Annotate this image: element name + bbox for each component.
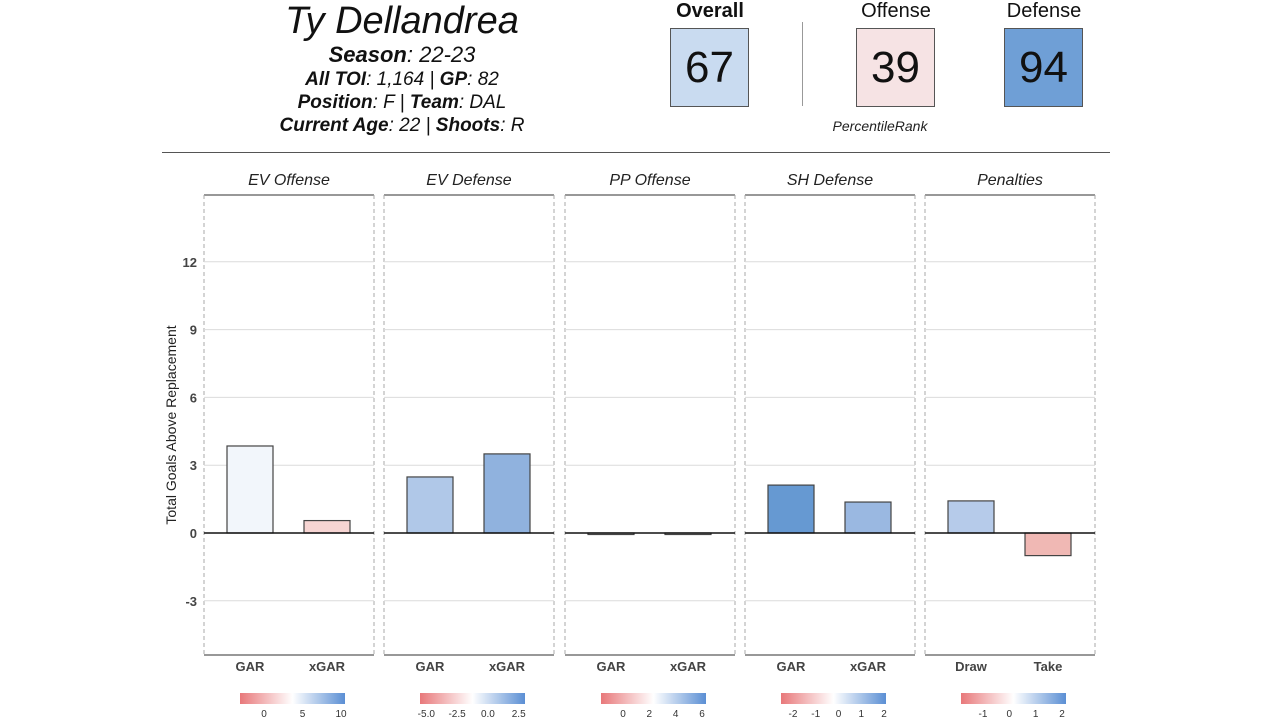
x-tick-label: xGAR	[850, 659, 887, 674]
panel-title: Penalties	[977, 172, 1043, 189]
x-tick-label: xGAR	[489, 659, 526, 674]
color-legend-bar	[961, 693, 1066, 704]
x-tick-label: xGAR	[309, 659, 346, 674]
x-tick-label: Take	[1034, 659, 1063, 674]
gp-label: GP	[439, 69, 468, 90]
position-line: Position: F | Team: DAL	[297, 92, 507, 113]
color-legend-bar	[420, 693, 525, 704]
toi-line: All TOI: 1,164 | GP: 82	[305, 69, 499, 90]
bar-xgar	[483, 453, 531, 534]
toi-label: All TOI	[305, 69, 367, 90]
bar-gar	[767, 484, 815, 534]
team-label: Team	[409, 92, 459, 113]
legend-tick-label: -2	[789, 709, 798, 720]
overall-score-box: 67	[670, 28, 749, 107]
position-label: Position	[297, 92, 373, 113]
shoots-label: Shoots	[435, 115, 501, 136]
x-tick-label: GAR	[777, 659, 807, 674]
position-value: F	[383, 92, 395, 113]
legend-tick-label: -5.0	[418, 709, 436, 720]
color-legend-bar	[240, 693, 345, 704]
overall-label: Overall	[676, 0, 744, 22]
legend-tick-label: 6	[699, 709, 705, 720]
bar-take	[1024, 532, 1072, 557]
player-name: Ty Dellandrea	[285, 0, 519, 42]
legend-tick-label: 0	[836, 709, 842, 720]
header-separator	[162, 152, 1110, 153]
y-tick-label: 12	[183, 255, 197, 270]
x-tick-label: GAR	[597, 659, 627, 674]
bar-xgar	[303, 519, 351, 534]
legend-tick-label: 2	[647, 709, 653, 720]
bar-draw	[947, 500, 995, 534]
x-tick-label: xGAR	[670, 659, 707, 674]
y-tick-label: 6	[190, 390, 197, 405]
legend-tick-label: 4	[673, 709, 679, 720]
season-line: Season: 22-23	[328, 42, 476, 67]
bar-gar	[406, 476, 454, 534]
y-tick-label: 9	[190, 323, 197, 338]
defense-label: Defense	[1006, 0, 1082, 22]
score-divider	[802, 22, 803, 106]
offense-label: Offense	[861, 0, 931, 22]
gp-value: 82	[477, 69, 499, 90]
offense-score-box: 39	[856, 28, 935, 107]
legend-tick-label: 0	[261, 709, 267, 720]
legend-tick-label: 5	[300, 709, 306, 720]
y-tick-label: 3	[190, 458, 197, 473]
legend-tick-label: -1	[979, 709, 988, 720]
shoots-value: R	[510, 115, 525, 136]
bar-xgar	[844, 501, 892, 534]
y-axis-label: Total Goals Above Replacement	[163, 325, 179, 524]
bar-gar	[226, 445, 274, 534]
x-tick-label: GAR	[236, 659, 266, 674]
legend-tick-label: 2.5	[512, 709, 526, 720]
legend-tick-label: -2.5	[448, 709, 466, 720]
percentile-rank-caption: PercentileRank	[832, 118, 928, 134]
legend-tick-label: 1	[858, 709, 864, 720]
y-tick-label: 0	[190, 526, 197, 541]
team-value: DAL	[469, 92, 507, 113]
legend-tick-label: 0	[620, 709, 626, 720]
season-value: 22-23	[419, 42, 476, 67]
legend-tick-label: 2	[881, 709, 887, 720]
player-info: Ty Dellandrea Season: 22-23 All TOI: 1,1…	[232, 0, 572, 137]
legend-tick-label: 1	[1033, 709, 1039, 720]
x-tick-label: Draw	[955, 659, 988, 674]
toi-value: 1,164	[376, 69, 425, 90]
legend-tick-label: 0.0	[481, 709, 495, 720]
season-label: Season	[328, 42, 407, 67]
color-legend-bar	[601, 693, 706, 704]
color-legend-bar	[781, 693, 886, 704]
age-label: Current Age	[279, 115, 389, 136]
legend-tick-label: 0	[1007, 709, 1013, 720]
panel-title: EV Defense	[426, 172, 511, 189]
panel-title: EV Offense	[248, 172, 330, 189]
panel-title: PP Offense	[609, 172, 690, 189]
legend-tick-label: -1	[811, 709, 820, 720]
y-tick-label: -3	[185, 594, 197, 609]
x-tick-label: GAR	[416, 659, 446, 674]
panel-title: SH Defense	[787, 172, 873, 189]
legend-tick-label: 10	[335, 709, 347, 720]
age-value: 22	[399, 115, 421, 136]
legend-tick-label: 2	[1059, 709, 1065, 720]
age-line: Current Age: 22 | Shoots: R	[279, 115, 525, 136]
defense-score-box: 94	[1004, 28, 1083, 107]
